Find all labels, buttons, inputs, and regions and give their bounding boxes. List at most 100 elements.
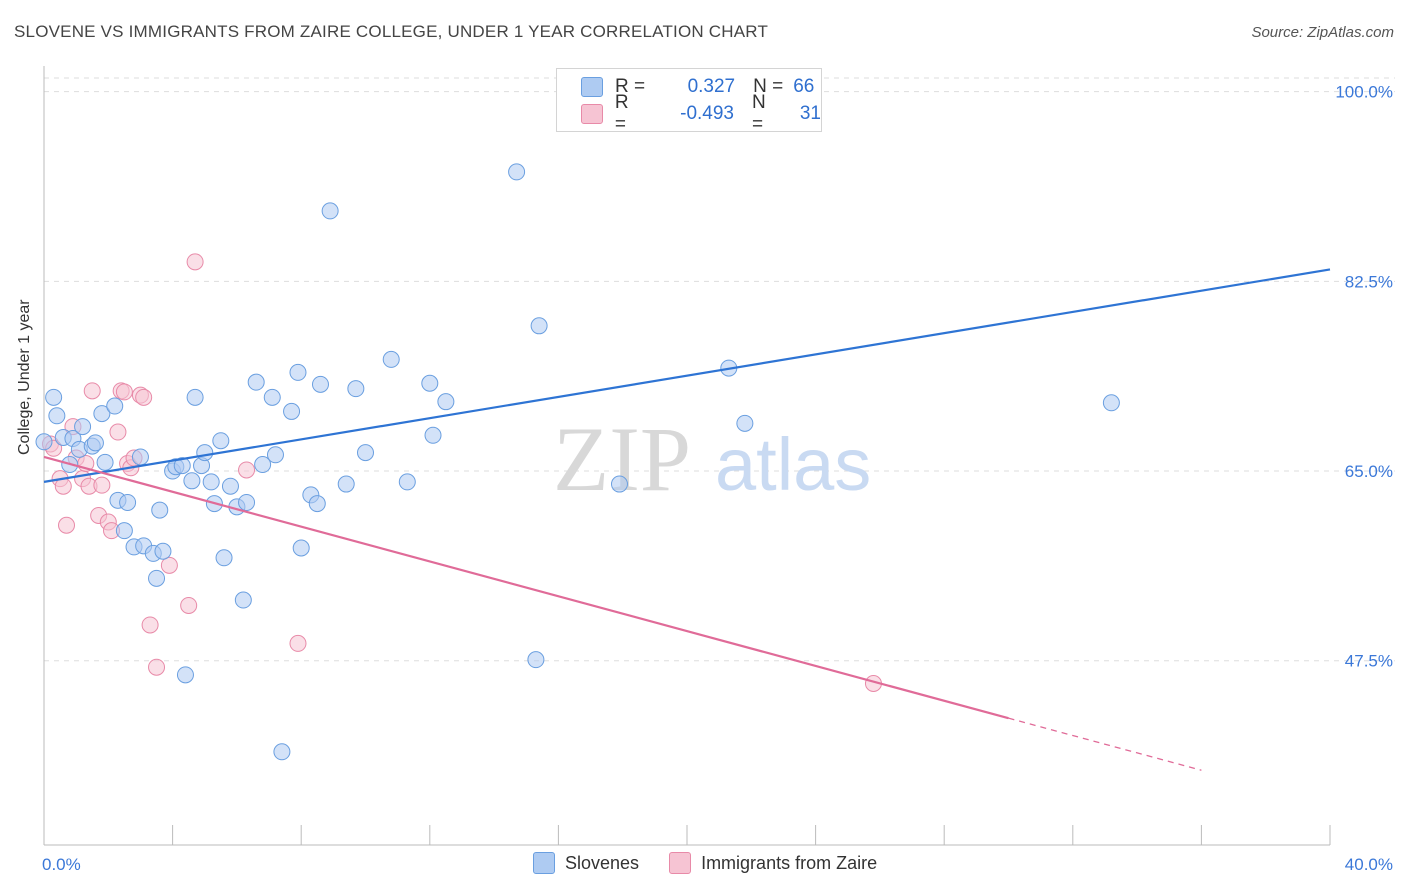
watermark-atlas: atlas — [715, 423, 871, 506]
zaire-trendline — [43, 455, 1009, 720]
slovenes-point — [212, 432, 230, 450]
slovenes-point — [176, 666, 194, 684]
slovenes-point — [527, 651, 545, 669]
y-tick-label: 82.5% — [1345, 272, 1393, 291]
legend-n-label: N = — [752, 92, 766, 135]
slovenes-point — [96, 453, 114, 471]
slovenes-point — [292, 539, 310, 557]
slovenes-point — [530, 317, 548, 335]
y-axis-label: College, Under 1 year — [16, 299, 33, 455]
slovenes-point — [148, 569, 166, 587]
zaire-point — [186, 253, 204, 271]
slovenes-point — [106, 397, 124, 415]
legend-swatch-blue — [533, 852, 555, 874]
slovenes-point — [173, 457, 191, 475]
slovenes-point — [234, 591, 252, 609]
slovenes-point — [186, 388, 204, 406]
slovenes-point — [119, 493, 137, 511]
slovenes-point — [308, 495, 326, 513]
y-tick-label: 100.0% — [1335, 83, 1393, 102]
y-tick-label: 65.0% — [1345, 462, 1393, 481]
series-legend: Slovenes Immigrants from Zaire — [533, 852, 907, 874]
slovenes-point — [131, 448, 149, 466]
slovenes-point — [273, 743, 291, 761]
slovenes-point — [115, 522, 133, 540]
slovenes-point — [35, 433, 53, 451]
slovenes-point — [247, 373, 265, 391]
watermark: ZIP atlas — [553, 408, 871, 510]
tick-labels: 47.5% 65.0% 82.5% 100.0% 0.0% 40.0% — [42, 83, 1393, 874]
zaire-point — [141, 616, 159, 634]
slovenes-point — [421, 374, 439, 392]
legend-r-label: R = — [615, 76, 646, 97]
zaire-point — [148, 658, 166, 676]
slovenes-point — [321, 202, 339, 220]
slovenes-point — [337, 475, 355, 493]
slovenes-trendline — [43, 268, 1331, 483]
slovenes-point — [196, 444, 214, 462]
slovenes-point — [382, 350, 400, 368]
legend-swatch-pink — [669, 852, 692, 874]
slovenes-point — [736, 414, 754, 432]
slovenes-point — [86, 434, 104, 452]
slovenes-point — [93, 405, 111, 423]
zaire-point — [115, 383, 133, 401]
series-slovenes-points — [35, 163, 1120, 761]
slovenes-point — [238, 493, 256, 511]
slovenes-point — [154, 542, 172, 560]
slovenes-point — [437, 393, 455, 411]
legend-item-slovenes: Slovenes — [533, 852, 639, 874]
trendlines — [43, 268, 1331, 771]
zaire-point — [93, 476, 111, 494]
legend-item-zaire: Immigrants from Zaire — [669, 852, 877, 874]
zaire-point — [83, 382, 101, 400]
source-label: Source: ZipAtlas.com — [1251, 24, 1394, 41]
slovenes-point — [263, 388, 281, 406]
y-tick-label: 47.5% — [1345, 652, 1393, 671]
chart-title: SLOVENE VS IMMIGRANTS FROM ZAIRE COLLEGE… — [14, 22, 769, 41]
slovenes-point — [311, 375, 329, 393]
legend-n-label: N = — [753, 76, 784, 97]
slovenes-point — [266, 446, 284, 464]
legend-swatch-blue — [581, 77, 603, 97]
slovenes-point — [183, 472, 201, 490]
legend-r-label: R = — [614, 92, 629, 135]
legend-n-value: 31 — [799, 103, 821, 124]
slovenes-point — [74, 418, 92, 436]
zaire-point — [160, 556, 178, 574]
correlation-legend: R = 0.327 N = 66 R = -0.493 N = 31 — [556, 68, 822, 135]
watermark-zip: ZIP — [553, 408, 691, 510]
slovenes-point — [289, 363, 307, 381]
legend-label-zaire: Immigrants from Zaire — [701, 852, 878, 873]
legend-swatch-pink — [581, 104, 603, 124]
slovenes-point — [357, 444, 374, 462]
slovenes-point — [347, 380, 365, 398]
zaire-point — [289, 634, 307, 652]
slovenes-point — [221, 477, 239, 495]
slovenes-point — [424, 426, 442, 444]
zaire-point — [135, 388, 153, 406]
slovenes-point — [254, 456, 272, 474]
slovenes-point — [283, 402, 301, 420]
slovenes-point — [45, 388, 63, 406]
slovenes-point — [202, 473, 220, 491]
slovenes-point — [215, 549, 233, 567]
slovenes-point — [398, 473, 416, 491]
zaire-point — [238, 461, 256, 479]
slovenes-point — [48, 407, 66, 425]
zaire-point — [109, 423, 127, 441]
legend-n-value: 66 — [793, 76, 815, 97]
legend-r-value: -0.493 — [680, 103, 734, 124]
axes — [43, 66, 1331, 846]
legend-row-slovenes: R = 0.327 N = 66 — [581, 74, 814, 100]
zaire-point — [180, 596, 198, 614]
zaire-point — [58, 516, 76, 534]
legend-label-slovenes: Slovenes — [565, 852, 640, 873]
slovenes-point — [610, 475, 628, 493]
legend-r-value: 0.327 — [687, 76, 736, 97]
slovenes-point — [151, 501, 169, 519]
x-tick-label: 0.0% — [42, 855, 81, 874]
legend-row-zaire: R = -0.493 N = 31 — [581, 92, 821, 135]
slovenes-point — [1102, 394, 1120, 412]
